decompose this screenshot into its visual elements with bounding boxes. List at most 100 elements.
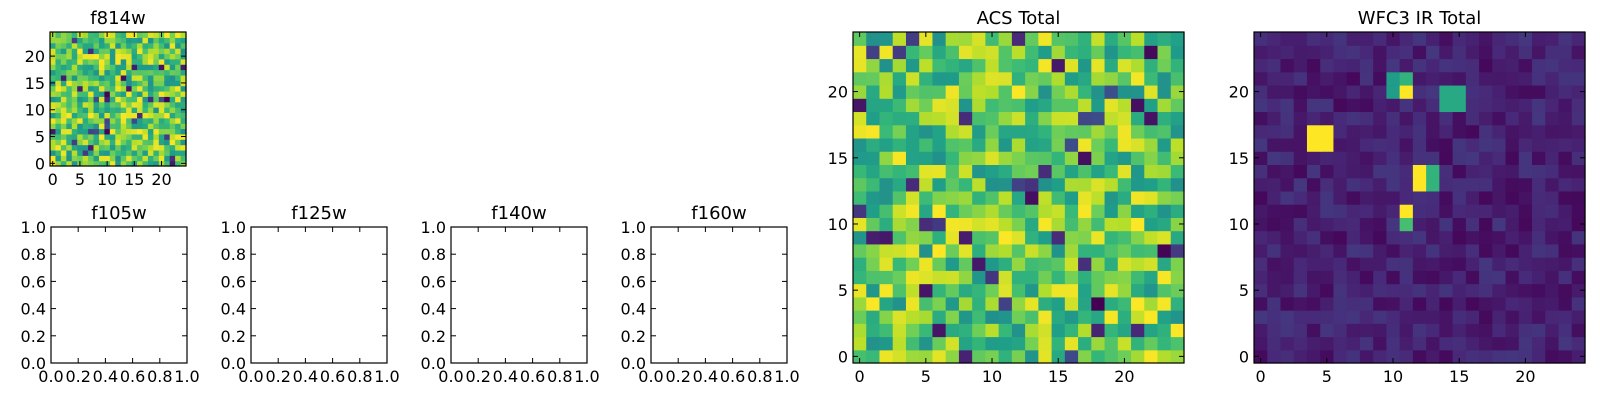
heatmap-cell xyxy=(142,155,149,162)
heatmap-cell xyxy=(1293,283,1308,298)
heatmap-cell xyxy=(958,124,973,139)
heatmap-cell xyxy=(1452,98,1467,113)
heatmap-cell xyxy=(93,58,100,65)
heatmap-cell xyxy=(1545,45,1560,60)
heatmap-cell xyxy=(1011,32,1026,46)
heatmap-cell xyxy=(1412,71,1427,86)
heatmap-cell xyxy=(1386,217,1401,232)
heatmap-cell xyxy=(1131,177,1145,192)
heatmap-cell xyxy=(1144,296,1159,311)
heatmap-cell xyxy=(866,349,881,364)
heatmap-cell xyxy=(50,139,57,146)
heatmap-cell xyxy=(153,112,160,119)
heatmap-cell xyxy=(1104,270,1119,285)
heatmap-cell xyxy=(892,217,907,232)
heatmap-cell xyxy=(82,58,89,65)
heatmap-cell xyxy=(1346,257,1361,271)
heatmap-cell xyxy=(98,90,105,97)
heatmap-cell xyxy=(1078,137,1092,152)
heatmap-cell xyxy=(1518,349,1533,364)
heatmap-cell xyxy=(985,111,1000,126)
heatmap-cell xyxy=(71,160,78,167)
heatmap-cell xyxy=(55,74,62,81)
heatmap-cell xyxy=(120,69,127,76)
heatmap-cell xyxy=(1465,230,1480,245)
heatmap-cell xyxy=(1144,137,1159,152)
heatmap-cell xyxy=(1333,204,1348,218)
heatmap-cell xyxy=(153,32,160,38)
heatmap-cell xyxy=(1465,98,1480,113)
heatmap-cell xyxy=(153,90,160,97)
heatmap-cell xyxy=(1157,283,1172,298)
heatmap-cell xyxy=(1064,336,1079,351)
heatmap-cell xyxy=(1104,283,1119,298)
heatmap-cell xyxy=(958,177,973,192)
heatmap-cell xyxy=(919,243,934,258)
heatmap-cell xyxy=(1452,349,1467,364)
heatmap-cell xyxy=(66,74,73,81)
heatmap-cell xyxy=(115,64,122,71)
heatmap-cell xyxy=(1532,151,1546,165)
heatmap-cell xyxy=(1170,32,1185,46)
heatmap-cell xyxy=(1558,45,1573,60)
heatmap-cell xyxy=(1144,84,1159,99)
heatmap-cell xyxy=(169,96,176,103)
x-tick-label: 0 xyxy=(1256,367,1266,386)
heatmap-cell xyxy=(1267,137,1282,152)
heatmap-cell xyxy=(972,124,986,139)
heatmap-cell xyxy=(1306,137,1321,152)
y-tick-label: 10 xyxy=(25,101,45,120)
heatmap-cell xyxy=(1492,177,1507,192)
y-tick-label: 0.2 xyxy=(221,327,246,346)
heatmap-cell xyxy=(1452,296,1467,311)
heatmap-cell xyxy=(1144,310,1159,324)
y-tick-label: 0.4 xyxy=(21,300,46,319)
heatmap-cell xyxy=(1426,45,1440,60)
heatmap-cell xyxy=(104,107,111,113)
heatmap-cell xyxy=(1254,137,1268,152)
heatmap-cell xyxy=(1117,32,1132,46)
heatmap-cell xyxy=(55,37,62,44)
heatmap-cell xyxy=(175,42,182,49)
heatmap-cell xyxy=(1078,257,1092,271)
heatmap-cell xyxy=(93,32,100,38)
heatmap-cell xyxy=(1157,32,1172,46)
heatmap-cell xyxy=(71,85,78,92)
heatmap-cell xyxy=(153,69,160,76)
y-tick-label: 5 xyxy=(35,128,45,147)
heatmap-cell xyxy=(126,90,133,97)
heatmap-cell xyxy=(1025,190,1039,205)
heatmap-cell xyxy=(1117,230,1132,245)
heatmap-cell xyxy=(1064,151,1079,165)
heatmap-cell xyxy=(1144,111,1159,126)
heatmap-cell xyxy=(932,349,947,364)
heatmap-cell xyxy=(1558,71,1573,86)
y-tick-label: 5 xyxy=(838,281,848,300)
heatmap-cell xyxy=(1333,323,1348,338)
heatmap-cell xyxy=(1386,177,1401,192)
heatmap-cell xyxy=(131,58,138,65)
heatmap-cell xyxy=(919,164,934,179)
heatmap-cell xyxy=(1104,296,1119,311)
heatmap-cell xyxy=(82,53,89,60)
heatmap-cell xyxy=(1558,257,1573,271)
heatmap-cell xyxy=(175,90,182,97)
heatmap-cell xyxy=(866,243,881,258)
heatmap-cell xyxy=(164,85,171,92)
y-tick-label: 0.4 xyxy=(621,300,646,319)
heatmap-cell xyxy=(104,133,111,140)
heatmap-cell xyxy=(1306,98,1321,113)
heatmap-cell xyxy=(1011,71,1026,86)
heatmap-cell xyxy=(1254,124,1268,139)
heatmap-cell xyxy=(1117,243,1132,258)
heatmap-cell xyxy=(175,32,182,38)
heatmap-cell xyxy=(1465,270,1480,285)
heatmap-cell xyxy=(1532,111,1546,126)
heatmap-cell xyxy=(853,45,867,60)
heatmap-cell xyxy=(1078,124,1092,139)
heatmap-cell xyxy=(945,283,960,298)
heatmap-cell xyxy=(1426,32,1440,46)
heatmap-cell xyxy=(1078,283,1092,298)
y-tick-label: 0.8 xyxy=(421,245,446,264)
heatmap-cell xyxy=(1157,98,1172,113)
